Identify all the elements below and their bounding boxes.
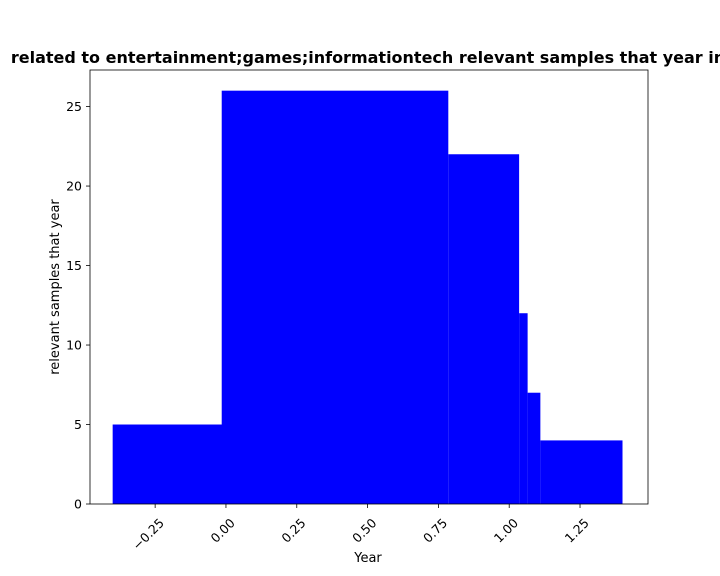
bar-1 <box>221 90 449 505</box>
bar-5 <box>540 440 623 504</box>
y-tick-label: 10 <box>66 338 82 353</box>
plot-frame <box>89 69 649 505</box>
y-axis-label: relevant samples that year <box>48 199 63 375</box>
y-tick-label: 0 <box>74 497 82 512</box>
y-tick-label: 25 <box>66 99 82 114</box>
bar-4 <box>527 392 541 504</box>
chart-title: related to entertainment;games;informati… <box>11 48 720 67</box>
y-tick-label: 5 <box>74 417 82 432</box>
bar-3 <box>519 313 528 504</box>
y-tick-label: 20 <box>66 179 82 194</box>
y-tick-label: 15 <box>66 258 82 273</box>
bars-group <box>112 90 623 505</box>
bar-2 <box>448 154 520 504</box>
bar-0 <box>112 424 226 504</box>
y-axis-ticks: 0 5 10 15 20 25 <box>66 99 90 512</box>
x-axis-label: Year <box>353 551 382 566</box>
